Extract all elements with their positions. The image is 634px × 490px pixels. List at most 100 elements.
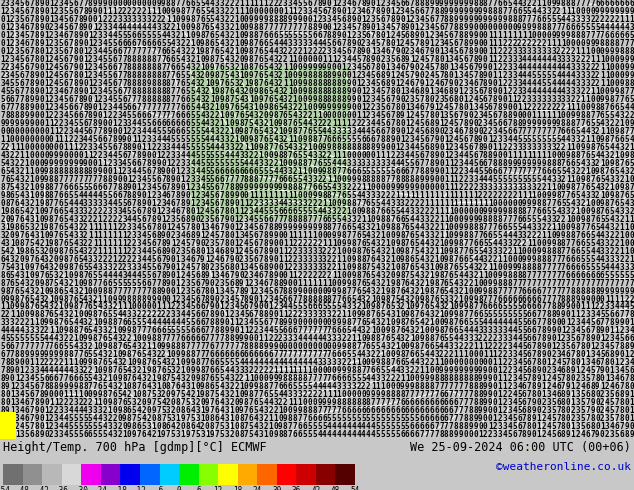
Text: 3: 3 <box>0 231 4 240</box>
Text: 5: 5 <box>415 246 419 256</box>
Text: 8: 8 <box>346 15 351 24</box>
Text: 6: 6 <box>322 215 327 224</box>
Text: 0: 0 <box>439 159 444 168</box>
Text: 6: 6 <box>152 326 156 336</box>
Text: 0: 0 <box>137 0 141 8</box>
Text: 7: 7 <box>49 207 53 216</box>
Text: 5: 5 <box>146 175 151 184</box>
Text: 8: 8 <box>478 294 482 303</box>
Text: 42: 42 <box>311 486 321 490</box>
Text: 8: 8 <box>400 350 404 359</box>
Text: 5: 5 <box>103 55 107 64</box>
Text: 6: 6 <box>405 398 410 407</box>
Text: 9: 9 <box>156 294 161 303</box>
Text: 7: 7 <box>74 95 78 104</box>
Text: 1: 1 <box>249 95 254 104</box>
Text: 0: 0 <box>103 398 107 407</box>
Text: 4: 4 <box>473 255 478 264</box>
Text: 9: 9 <box>249 15 254 24</box>
Text: 2: 2 <box>595 79 600 88</box>
Text: 7: 7 <box>117 287 122 295</box>
Text: 8: 8 <box>268 15 273 24</box>
Text: 1: 1 <box>410 191 415 200</box>
Text: 2: 2 <box>346 63 351 73</box>
Text: 5: 5 <box>293 302 297 312</box>
Text: 1: 1 <box>156 382 161 391</box>
Text: 4: 4 <box>512 334 517 343</box>
Text: 1: 1 <box>283 71 288 80</box>
Text: 6: 6 <box>68 183 73 192</box>
Bar <box>160 465 179 485</box>
Text: 5: 5 <box>380 119 385 128</box>
Text: 2: 2 <box>283 55 288 64</box>
Text: 1: 1 <box>5 302 10 312</box>
Text: 4: 4 <box>132 215 136 224</box>
Text: 1: 1 <box>259 294 263 303</box>
Text: 8: 8 <box>74 48 78 56</box>
Text: 1: 1 <box>98 103 102 112</box>
Text: 0: 0 <box>297 63 302 73</box>
Text: 3: 3 <box>434 31 439 40</box>
Text: 9: 9 <box>317 24 321 32</box>
Text: 3: 3 <box>415 278 419 288</box>
Text: 3: 3 <box>512 63 517 73</box>
Text: 2: 2 <box>54 358 58 368</box>
Text: 3: 3 <box>88 143 93 152</box>
Text: 9: 9 <box>83 159 87 168</box>
Text: 0: 0 <box>10 127 15 136</box>
Text: 2: 2 <box>103 406 107 415</box>
Text: 4: 4 <box>313 39 317 49</box>
Text: 3: 3 <box>103 31 107 40</box>
Text: 4: 4 <box>561 135 566 144</box>
Text: 6: 6 <box>614 390 619 399</box>
Text: 2: 2 <box>302 143 307 152</box>
Text: 7: 7 <box>610 135 614 144</box>
Text: 9: 9 <box>78 39 83 49</box>
Text: 9: 9 <box>337 7 341 17</box>
Text: 7: 7 <box>444 422 448 431</box>
Text: 8: 8 <box>127 294 131 303</box>
Text: 6: 6 <box>566 350 571 359</box>
Text: 1: 1 <box>5 39 10 49</box>
Text: 3: 3 <box>103 263 107 271</box>
Text: 7: 7 <box>424 159 429 168</box>
Text: 3: 3 <box>410 48 415 56</box>
Text: 3: 3 <box>507 343 512 351</box>
Text: 9: 9 <box>449 311 453 319</box>
Text: 2: 2 <box>297 270 302 280</box>
Text: 2: 2 <box>327 263 332 271</box>
Text: 6: 6 <box>585 422 590 431</box>
Text: 2: 2 <box>380 55 385 64</box>
Text: 0: 0 <box>83 79 87 88</box>
Text: 8: 8 <box>15 223 20 232</box>
Text: 7: 7 <box>122 48 127 56</box>
Text: 6: 6 <box>112 390 117 399</box>
Text: 9: 9 <box>346 366 351 375</box>
Text: 1: 1 <box>288 231 292 240</box>
Text: 4: 4 <box>20 422 24 431</box>
Text: 7: 7 <box>146 326 151 336</box>
Text: 5: 5 <box>156 31 161 40</box>
Text: 8: 8 <box>34 311 39 319</box>
Text: 2: 2 <box>415 55 419 64</box>
Text: 9: 9 <box>566 183 571 192</box>
Text: 2: 2 <box>59 127 63 136</box>
Text: 4: 4 <box>498 239 502 248</box>
Text: 1: 1 <box>249 191 254 200</box>
Text: 8: 8 <box>259 24 263 32</box>
Text: 7: 7 <box>400 278 404 288</box>
Text: 0: 0 <box>614 79 619 88</box>
Text: 1: 1 <box>410 334 415 343</box>
Text: 5: 5 <box>385 422 390 431</box>
Text: 0: 0 <box>264 151 268 160</box>
Text: 4: 4 <box>590 246 595 256</box>
Text: 0: 0 <box>415 374 419 383</box>
Text: 2: 2 <box>541 223 546 232</box>
Text: 8: 8 <box>307 406 312 415</box>
Text: -48: -48 <box>16 486 30 490</box>
Text: 0: 0 <box>39 63 44 73</box>
Text: 3: 3 <box>224 422 229 431</box>
Text: 2: 2 <box>176 246 180 256</box>
Text: 9: 9 <box>463 24 468 32</box>
Text: 4: 4 <box>327 430 332 439</box>
